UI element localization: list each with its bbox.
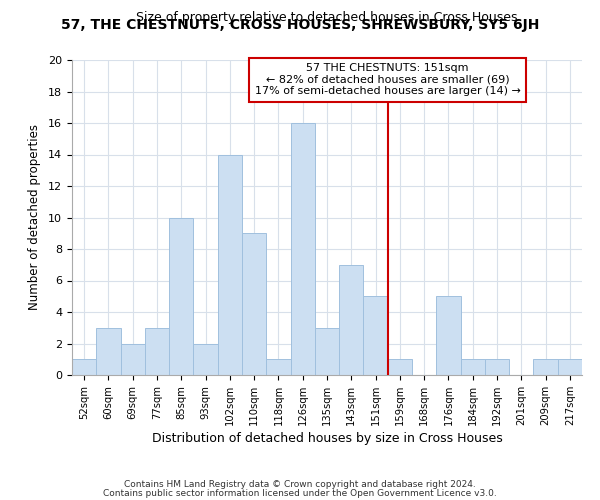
- Bar: [169, 218, 193, 375]
- Bar: [461, 359, 485, 375]
- Bar: [72, 359, 96, 375]
- Text: 57 THE CHESTNUTS: 151sqm
← 82% of detached houses are smaller (69)
17% of semi-d: 57 THE CHESTNUTS: 151sqm ← 82% of detach…: [255, 63, 521, 96]
- Bar: [218, 154, 242, 375]
- Bar: [121, 344, 145, 375]
- Bar: [533, 359, 558, 375]
- X-axis label: Distribution of detached houses by size in Cross Houses: Distribution of detached houses by size …: [152, 432, 502, 445]
- Bar: [339, 265, 364, 375]
- Text: 57, THE CHESTNUTS, CROSS HOUSES, SHREWSBURY, SY5 6JH: 57, THE CHESTNUTS, CROSS HOUSES, SHREWSB…: [61, 18, 539, 32]
- Y-axis label: Number of detached properties: Number of detached properties: [28, 124, 41, 310]
- Bar: [364, 296, 388, 375]
- Title: Size of property relative to detached houses in Cross Houses: Size of property relative to detached ho…: [136, 11, 518, 24]
- Bar: [315, 328, 339, 375]
- Bar: [266, 359, 290, 375]
- Bar: [193, 344, 218, 375]
- Bar: [242, 233, 266, 375]
- Bar: [436, 296, 461, 375]
- Text: Contains HM Land Registry data © Crown copyright and database right 2024.: Contains HM Land Registry data © Crown c…: [124, 480, 476, 489]
- Bar: [485, 359, 509, 375]
- Bar: [145, 328, 169, 375]
- Text: Contains public sector information licensed under the Open Government Licence v3: Contains public sector information licen…: [103, 489, 497, 498]
- Bar: [558, 359, 582, 375]
- Bar: [96, 328, 121, 375]
- Bar: [290, 123, 315, 375]
- Bar: [388, 359, 412, 375]
